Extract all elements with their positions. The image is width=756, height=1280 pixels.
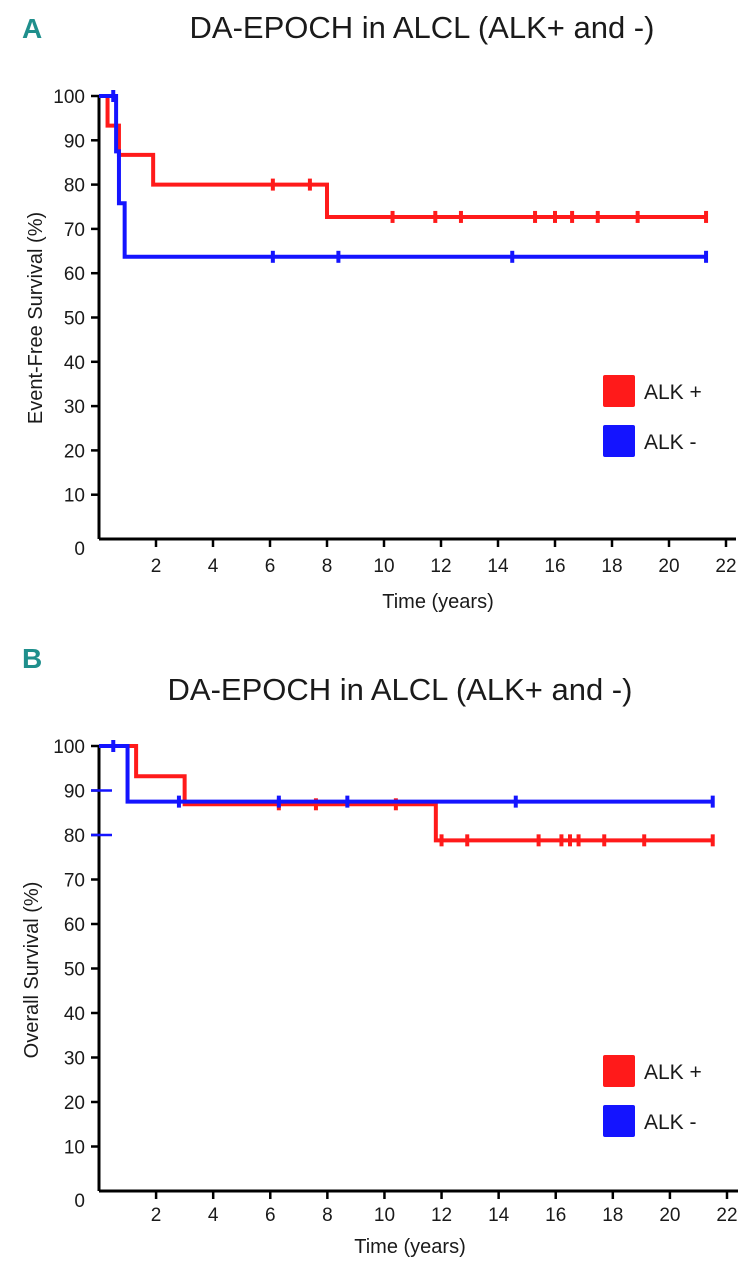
panel-a-curve-alk-positive — [99, 94, 707, 219]
panel-b-y-ticks: 0 10 20 30 40 50 60 70 80 90 100 — [53, 737, 112, 1212]
panel-b-x-tick-label: 22 — [716, 1205, 737, 1226]
panel-b-series — [99, 740, 715, 847]
panel-a-y-tick-label: 80 — [64, 176, 85, 197]
panel-a-y-ticks: 0 10 20 30 40 50 60 70 80 90 100 — [53, 87, 99, 560]
panel-a-letter: A — [22, 13, 42, 44]
panel-a-y-tick-label: 30 — [64, 397, 85, 418]
panel-a-y-tick-label: 0 — [74, 539, 85, 560]
panel-a-curve-alk-negative — [99, 94, 707, 259]
panel-b-letter: B — [22, 643, 42, 674]
panel-a-x-axis-title: Time (years) — [382, 591, 493, 613]
panel-b-x-axis-title: Time (years) — [354, 1236, 465, 1258]
panel-b-y-tick-label: 40 — [64, 1004, 85, 1025]
panel-a-y-tick-label: 40 — [64, 353, 85, 374]
panel-b-x-ticks: 2 4 6 8 10 12 14 16 18 20 22 — [151, 1191, 738, 1226]
panel-b-legend-swatch-alk-positive — [603, 1055, 635, 1087]
panel-b-x-tick-label: 2 — [151, 1205, 162, 1226]
panel-a-y-tick-label: 60 — [64, 264, 85, 285]
panel-b-x-tick-label: 16 — [545, 1205, 566, 1226]
panel-b-x-tick-label: 18 — [602, 1205, 623, 1226]
panel-a-y-tick-label: 20 — [64, 441, 85, 462]
panel-a-y-axis-title: Event-Free Survival (%) — [25, 212, 47, 424]
panel-b-y-axis-title: Overall Survival (%) — [21, 882, 43, 1059]
panel-b-x-tick-label: 4 — [208, 1205, 219, 1226]
panel-a-y-tick-label: 90 — [64, 131, 85, 152]
panel-a-y-tick-label: 100 — [53, 87, 85, 108]
panel-b-y-tick-label: 30 — [64, 1049, 85, 1070]
panel-b-x-tick-label: 8 — [322, 1205, 333, 1226]
panel-b-curve-alk-positive — [99, 744, 713, 843]
panel-b: B DA-EPOCH in ALCL (ALK+ and -) 0 10 20 30 4… — [21, 643, 738, 1258]
panel-a-x-tick-label: 6 — [265, 556, 276, 577]
panel-b-x-tick-label: 6 — [265, 1205, 276, 1226]
panel-b-title: DA-EPOCH in ALCL (ALK+ and -) — [168, 672, 633, 707]
panel-b-x-tick-label: 20 — [659, 1205, 680, 1226]
panel-a: A DA-EPOCH in ALCL (ALK+ and -) 0 10 20 30 4… — [22, 10, 737, 613]
panel-a-legend-swatch-alk-negative — [603, 425, 635, 457]
panel-b-curve-alk-negative — [99, 744, 713, 804]
panel-a-x-tick-label: 4 — [208, 556, 219, 577]
panel-b-y-tick-label: 70 — [64, 871, 85, 892]
panel-b-y-tick-label: 20 — [64, 1093, 85, 1114]
panel-a-series — [99, 90, 709, 263]
panel-a-x-tick-label: 8 — [322, 556, 333, 577]
panel-a-x-tick-label: 12 — [430, 556, 451, 577]
panel-b-legend-label-alk-negative: ALK - — [644, 1111, 697, 1134]
panel-b-y-tick-label: 10 — [64, 1138, 85, 1159]
panel-b-x-tick-label: 14 — [488, 1205, 510, 1226]
panel-b-y-tick-label: 90 — [64, 782, 85, 803]
panel-b-y-tick-label: 100 — [53, 737, 85, 758]
panel-b-legend-label-alk-positive: ALK + — [644, 1061, 702, 1084]
panel-a-x-tick-label: 14 — [487, 556, 509, 577]
panel-a-legend-label-alk-positive: ALK + — [644, 381, 702, 404]
panel-b-y-tick-label: 60 — [64, 915, 85, 936]
panel-a-y-tick-label: 70 — [64, 220, 85, 241]
panel-a-x-tick-label: 22 — [715, 556, 736, 577]
panel-a-x-tick-label: 16 — [544, 556, 565, 577]
panel-b-y-tick-label: 0 — [74, 1191, 85, 1212]
panel-b-y-tick-label: 50 — [64, 960, 85, 981]
panel-a-x-ticks: 2 4 6 8 10 12 14 16 18 20 22 — [151, 539, 737, 577]
panel-b-x-tick-label: 10 — [374, 1205, 395, 1226]
panel-a-y-tick-label: 10 — [64, 486, 85, 507]
panel-a-x-tick-label: 18 — [601, 556, 622, 577]
panel-b-x-tick-label: 12 — [431, 1205, 452, 1226]
panel-a-y-tick-label: 50 — [64, 309, 85, 330]
panel-b-y-tick-label: 80 — [64, 826, 85, 847]
panel-a-x-tick-label: 10 — [373, 556, 394, 577]
panel-b-legend: ALK + ALK - — [603, 1055, 702, 1137]
panel-a-title: DA-EPOCH in ALCL (ALK+ and -) — [190, 10, 655, 45]
panel-a-legend: ALK + ALK - — [603, 375, 702, 457]
panel-b-legend-swatch-alk-negative — [603, 1105, 635, 1137]
panel-a-x-tick-label: 20 — [658, 556, 679, 577]
panel-a-x-tick-label: 2 — [151, 556, 162, 577]
panel-a-legend-swatch-alk-positive — [603, 375, 635, 407]
panel-a-legend-label-alk-negative: ALK - — [644, 431, 697, 454]
